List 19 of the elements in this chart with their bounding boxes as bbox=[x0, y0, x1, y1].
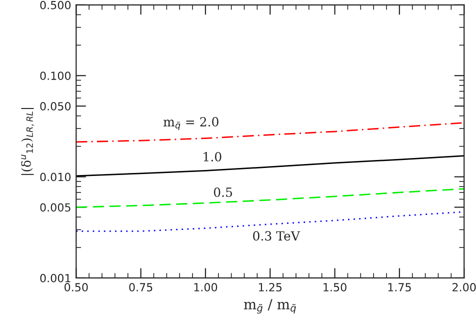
annotation: 0.5 bbox=[214, 187, 232, 197]
y-tick-label: 0.100 bbox=[40, 72, 71, 80]
y-tick-label: 0.010 bbox=[40, 172, 71, 182]
x-tick-label: 2.00 bbox=[452, 283, 476, 292]
x-tick-label: 1.50 bbox=[324, 283, 346, 292]
y-tick-label: 0.001 bbox=[40, 274, 70, 282]
annotation: m$_{q̃}$ = 2.0 bbox=[164, 117, 218, 130]
x-tick-label: 1.25 bbox=[258, 283, 282, 292]
y-tick-label: 0.500 bbox=[40, 0, 71, 10]
x-tick-label: 0.75 bbox=[129, 283, 152, 292]
y-tick-label: 0.050 bbox=[40, 102, 71, 110]
x-axis-title: m$_{g̃}$ / m$_{q̃}$ bbox=[244, 299, 296, 314]
x-tick-label: 0.50 bbox=[64, 283, 88, 292]
x-tick-label: 1.00 bbox=[194, 283, 218, 292]
x-tick-label: 1.75 bbox=[388, 283, 411, 292]
y-axis-title: |(δ$^{u}$$_{12}$)$_{LR,RL}$| bbox=[21, 108, 34, 175]
annotation: 1.0 bbox=[204, 152, 222, 162]
annotation: 0.3 TeV bbox=[253, 231, 300, 241]
y-tick-label: 0.005 bbox=[40, 203, 70, 212]
